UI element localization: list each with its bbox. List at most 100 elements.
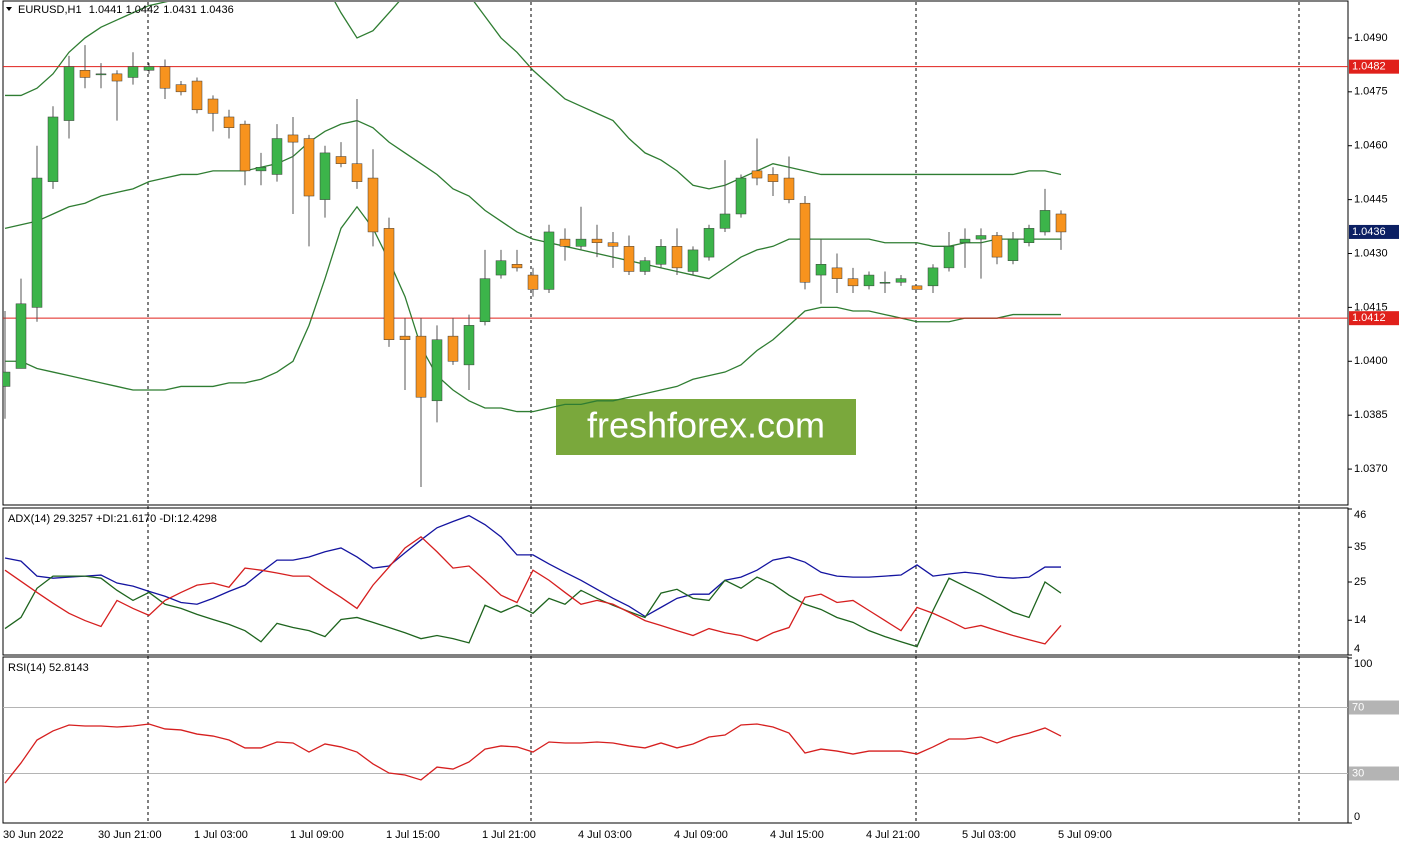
watermark-text: freshforex.com (587, 405, 825, 446)
candle-body (335, 156, 347, 164)
price-layer (3, 2, 1348, 488)
candle-body (559, 238, 571, 247)
candle-body (415, 335, 427, 398)
last-price-label: 1.0436 (1352, 226, 1386, 238)
candle-body (143, 66, 155, 71)
adx-title: ADX(14) 29.3257 +DI:21.6170 -DI:12.4298 (8, 513, 217, 525)
level-label: 30 (1352, 767, 1364, 779)
x-tick-label: 4 Jul 21:00 (866, 829, 920, 841)
level-label-box (1349, 59, 1399, 74)
x-tick-label: 5 Jul 03:00 (962, 829, 1016, 841)
level-label: 1.0412 (1352, 312, 1386, 324)
candle-body (319, 152, 331, 200)
symbol-title: EURUSD,H1 (18, 4, 81, 16)
candle-body (399, 335, 411, 340)
candle-body (1055, 213, 1067, 233)
y-tick-label: 1.0490 (1354, 32, 1388, 44)
candle-body (287, 134, 299, 143)
candle-body (767, 174, 779, 182)
indicator-line (4, 535, 1062, 645)
candle-body (591, 238, 603, 243)
candle-body (815, 264, 827, 276)
candle-body (1007, 238, 1019, 261)
candle-body (831, 267, 843, 279)
candle-body (239, 123, 251, 172)
candle-body (47, 116, 59, 182)
y-tick-label: 1.0445 (1354, 194, 1388, 206)
candle-body (1023, 228, 1035, 243)
last-price-box (1349, 224, 1399, 239)
level-label-box (1349, 700, 1399, 715)
x-tick-label: 1 Jul 21:00 (482, 829, 536, 841)
candle-body (895, 278, 907, 283)
x-tick-label: 1 Jul 15:00 (386, 829, 440, 841)
period-separators (147, 2, 1300, 823)
y-tick-label: 14 (1354, 614, 1366, 626)
candle-body (1039, 210, 1051, 233)
watermark-box (556, 399, 856, 455)
candle-body (495, 260, 507, 276)
axes: 1.04901.04751.04601.04451.04301.04151.04… (3, 32, 1399, 841)
candle-body (527, 274, 539, 290)
y-tick-label: 1.0475 (1354, 86, 1388, 98)
chart-header: EURUSD,H1 1.0441 1.0442 1.0431 1.0436 (18, 4, 234, 16)
x-tick-label: 4 Jul 09:00 (674, 829, 728, 841)
rsi-panel (2, 656, 1349, 824)
rsi-layer (3, 707, 1348, 784)
candle-body (159, 66, 171, 89)
candle-body (543, 231, 555, 290)
indicator-line (4, 723, 1062, 784)
candle-body (703, 228, 715, 258)
y-tick-label: 1.0430 (1354, 247, 1388, 259)
candle-body (735, 177, 747, 215)
candle-body (607, 242, 619, 247)
level-label: 1.0482 (1352, 61, 1386, 73)
candle-body (63, 66, 75, 121)
low-value: 1.0431 (163, 4, 197, 16)
candle-body (719, 213, 731, 229)
open-value: 1.0441 (89, 4, 123, 16)
y-tick-label: 35 (1354, 541, 1366, 553)
candle-body (687, 249, 699, 272)
candle-body (943, 246, 955, 269)
x-tick-label: 1 Jul 03:00 (194, 829, 248, 841)
level-label: 70 (1352, 701, 1364, 713)
y-tick-label: 1.0415 (1354, 301, 1388, 313)
rsi-title: RSI(14) 52.8143 (8, 662, 89, 674)
adx-panel (2, 507, 1349, 656)
candle-body (255, 167, 267, 172)
candle-body (79, 70, 91, 78)
candle-body (783, 177, 795, 200)
x-tick-label: 30 Jun 21:00 (98, 829, 162, 841)
watermark: freshforex.com (556, 399, 856, 455)
candle-body (847, 278, 859, 287)
candle-body (223, 116, 235, 128)
candle-body (271, 138, 283, 175)
candle-body (959, 238, 971, 243)
x-tick-label: 30 Jun 2022 (3, 829, 64, 841)
candle-body (479, 278, 491, 323)
candle-body (191, 80, 203, 111)
candle-body (655, 246, 667, 265)
candle-body (991, 235, 1003, 258)
bollinger-band (5, 2, 1062, 190)
menu-arrow (6, 7, 12, 11)
candle-body (463, 325, 475, 366)
candle-body (367, 177, 379, 233)
candle-body (639, 260, 651, 272)
candle-body (799, 202, 811, 283)
y-tick-label: 25 (1354, 576, 1366, 588)
candle-body (15, 303, 27, 369)
candle-body (879, 281, 891, 284)
y-tick-label: 100 (1354, 658, 1372, 670)
y-tick-label: 0 (1354, 811, 1360, 823)
candle-body (383, 228, 395, 340)
candle-body (975, 235, 987, 240)
level-label-box (1349, 766, 1399, 781)
candle-body (575, 238, 587, 247)
y-tick-label: 46 (1354, 509, 1366, 521)
candle-body (623, 246, 635, 272)
candle-body (175, 84, 187, 93)
